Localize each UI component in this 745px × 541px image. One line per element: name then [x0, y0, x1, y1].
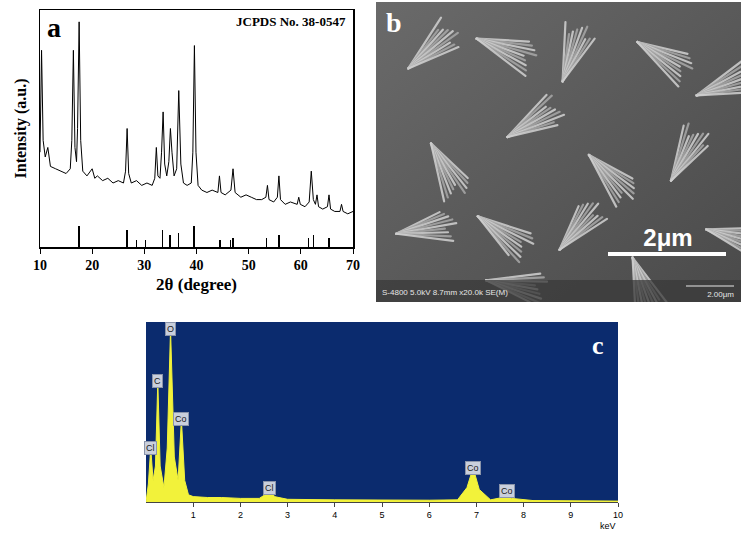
svg-text:8: 8 — [521, 510, 526, 520]
svg-text:10: 10 — [613, 510, 623, 520]
svg-text:O: O — [167, 324, 174, 334]
svg-text:keV: keV — [600, 521, 616, 531]
svg-text:5: 5 — [379, 510, 384, 520]
svg-text:Intensity (a.u.): Intensity (a.u.) — [12, 78, 30, 178]
svg-text:60: 60 — [294, 258, 308, 273]
svg-text:70: 70 — [346, 258, 360, 273]
svg-text:b: b — [386, 7, 402, 38]
svg-text:2.00μm: 2.00μm — [707, 290, 734, 299]
svg-text:Cl: Cl — [265, 483, 274, 493]
svg-text:7: 7 — [474, 510, 479, 520]
svg-text:S-4800 5.0kV 8.7mm x20.0k SE(M: S-4800 5.0kV 8.7mm x20.0k SE(M) — [382, 288, 508, 297]
svg-text:Cl: Cl — [146, 443, 155, 453]
svg-text:50: 50 — [242, 258, 256, 273]
svg-text:a: a — [47, 12, 61, 43]
svg-text:10: 10 — [33, 258, 47, 273]
svg-text:30: 30 — [137, 258, 151, 273]
svg-text:9: 9 — [568, 510, 573, 520]
svg-text:c: c — [592, 331, 604, 360]
svg-text:2μm: 2μm — [643, 224, 692, 251]
svg-text:Co: Co — [175, 414, 187, 424]
svg-text:C: C — [154, 376, 161, 386]
svg-text:JCPDS No. 38-0547: JCPDS No. 38-0547 — [236, 14, 346, 29]
svg-text:40: 40 — [190, 258, 204, 273]
svg-text:Co: Co — [501, 486, 513, 496]
svg-text:Co: Co — [467, 463, 479, 473]
svg-text:6: 6 — [427, 510, 432, 520]
svg-text:1: 1 — [191, 510, 196, 520]
svg-text:20: 20 — [85, 258, 99, 273]
svg-text:4: 4 — [332, 510, 337, 520]
svg-text:3: 3 — [285, 510, 290, 520]
svg-text:2: 2 — [238, 510, 243, 520]
svg-text:2θ (degree): 2θ (degree) — [156, 275, 237, 294]
